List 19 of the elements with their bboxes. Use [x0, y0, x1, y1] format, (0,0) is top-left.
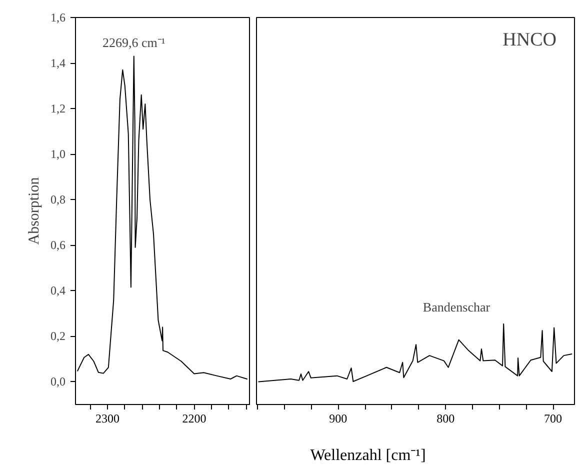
y-tick-label: 0,6 [50, 238, 66, 252]
annotation: HNCO [502, 30, 557, 50]
x-tick-label: 700 [544, 412, 562, 426]
x-tick-label: 2200 [182, 412, 206, 426]
y-tick-label: 1,6 [50, 10, 66, 24]
y-tick-label: 1,4 [50, 56, 66, 70]
x-tick-label: 900 [329, 412, 348, 426]
y-tick-label: 1,0 [50, 147, 66, 162]
y-tick-label: 0,4 [50, 284, 66, 298]
annotation: Bandenschar [422, 300, 491, 314]
y-tick-label: 0,2 [50, 329, 66, 344]
x-tick-label: 2300 [96, 412, 120, 426]
annotation: 2269,6 cm⁻¹ [102, 35, 166, 50]
x-axis-title: Wellenzahl [cm⁻¹] [310, 446, 426, 466]
x-tick-label: 800 [436, 412, 455, 426]
y-tick-label: 0,8 [50, 192, 66, 207]
y-tick-label: 1,2 [50, 102, 66, 116]
y-tick-label: 0,0 [50, 374, 66, 389]
y-axis-title: Absorption [26, 176, 42, 245]
